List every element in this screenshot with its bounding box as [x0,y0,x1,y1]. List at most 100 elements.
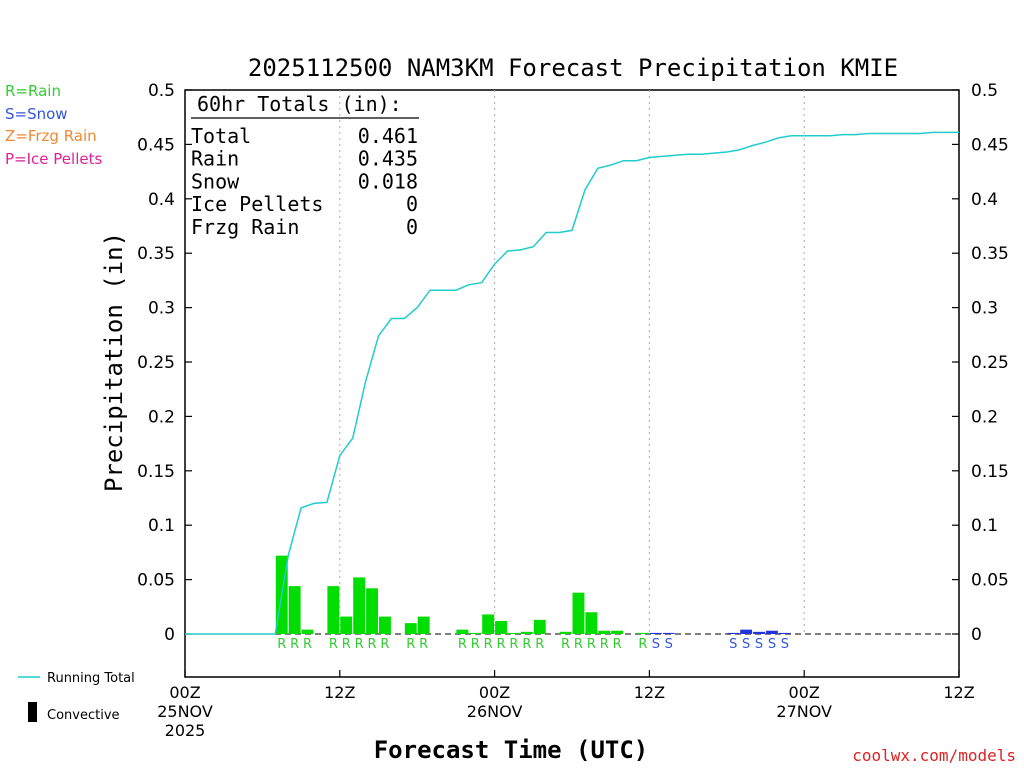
y-axis-label: Precipitation (in) [100,232,128,492]
ptype-label: S [742,637,750,652]
y-tick-label-right: 0.35 [971,244,1009,264]
y-tick-label-right: 0.25 [971,353,1009,373]
precip-bar [598,630,611,634]
precip-bar [327,586,340,634]
x-tick-label: 00Z [479,683,510,702]
totals-row-value: 0 [406,192,418,216]
y-tick-label-left: 0.45 [137,135,175,155]
ptype-label: S [755,637,763,652]
y-tick-label-left: 0.2 [148,407,175,427]
precip-bar [456,629,469,634]
ptype-label: R [419,637,428,652]
credit-text: coolwx.com/models [852,746,1016,765]
precip-bar [340,616,353,634]
precip-bar [495,620,507,634]
y-tick-label-left: 0.05 [137,571,175,591]
legend-ice-pellets: P=Ice Pellets [5,150,102,168]
ptype-label: R [522,637,531,652]
totals-header: 60hr Totals (in): [197,92,402,116]
precip-bar [662,632,675,634]
legend-snow: S=Snow [5,105,68,123]
running-total-line [185,131,959,635]
ptype-label: S [652,637,660,652]
precip-bar [379,616,391,634]
y-tick-label-left: 0.3 [148,299,175,319]
ptype-label: R [484,637,493,652]
y-tick-label-right: 0.2 [971,407,998,427]
precip-bar [766,630,778,634]
convective-legend-label: Convective [47,708,120,723]
precip-bar [572,592,585,634]
bottom-legend: Running Total Convective [18,671,135,723]
y-tick-label-left: 0.35 [137,244,175,264]
totals-row-label: Rain [191,147,239,171]
ptype-label: R [535,637,544,652]
x-tick-label: 26NOV [467,702,523,721]
totals-row-label: Total [191,124,251,148]
ptype-label: R [290,637,299,652]
precip-bar [482,614,495,634]
ptype-label: R [368,637,377,652]
y-tick-label-right: 0.4 [971,190,998,210]
ptype-label: R [497,637,506,652]
ptype-label: R [509,637,518,652]
legend-rain: R=Rain [5,82,61,100]
ptype-label: S [729,637,737,652]
ptype-label: R [380,637,389,652]
ptype-label: R [600,637,609,652]
precip-bar [740,629,753,634]
y-tick-label-left: 0.4 [148,190,175,210]
totals-row-value: 0.435 [358,147,418,171]
y-tick-label-right: 0.5 [971,81,998,101]
ptype-label: R [303,637,312,652]
precip-bar [417,616,430,634]
y-tick-label-right: 0.15 [971,462,1009,482]
y-tick-label-right: 0.3 [971,299,998,319]
precip-bar [611,630,624,634]
precip-bars [275,555,791,634]
ptype-label: R [638,637,647,652]
plot-frame [184,89,960,678]
x-tick-label: 25NOV [157,702,213,721]
ptype-label: R [355,637,364,652]
totals-rows: Total 0.461 Rain 0.435 Snow 0.018 Ice Pellets 0… [191,124,418,239]
precip-bar [404,623,417,634]
ptype-label: S [781,637,789,652]
precip-bar [469,632,482,634]
precip-bar [778,632,791,634]
precip-bar [533,619,546,634]
ptype-label: S [665,637,673,652]
gridlines [339,90,805,634]
ptype-legend: R=Rain S=Snow Z=Frzg Rain P=Ice Pellets [5,82,102,168]
precip-bar [637,632,649,634]
y-tick-label-left: 0 [164,625,175,645]
convective-legend-swatch [28,702,37,722]
y-tick-label-right: 0.05 [971,571,1009,591]
y-tick-label-right: 0 [971,625,982,645]
precip-bar [727,632,740,634]
totals-box: 60hr Totals (in): Total 0.461 Rain 0.435 Sno… [191,92,419,239]
precip-bar [353,577,366,634]
ptype-label: R [458,637,467,652]
ptype-label: R [406,637,415,652]
ptype-label: R [613,637,622,652]
ptype-label: R [587,637,596,652]
precip-bar [559,631,572,634]
totals-row-value: 0 [406,215,418,239]
ptype-label: R [329,637,338,652]
x-tick-label: 12Z [324,683,355,702]
y-tick-label-right: 0.45 [971,135,1009,155]
precip-bar [753,631,765,634]
precip-bar [520,631,533,634]
y-axis-ticks: 0 00.05 0.050.1 0.10.15 0.150.2 0.20.25 0.250.… [137,81,1009,645]
ptype-label: S [768,637,776,652]
x-tick-label: 12Z [634,683,665,702]
legend-frzg-rain: Z=Frzg Rain [5,127,97,145]
y-tick-label-left: 0.25 [137,353,175,373]
ptype-label: R [574,637,583,652]
x-tick-label: 12Z [943,683,974,702]
ptype-label: R [277,637,286,652]
precip-bar [366,588,378,634]
